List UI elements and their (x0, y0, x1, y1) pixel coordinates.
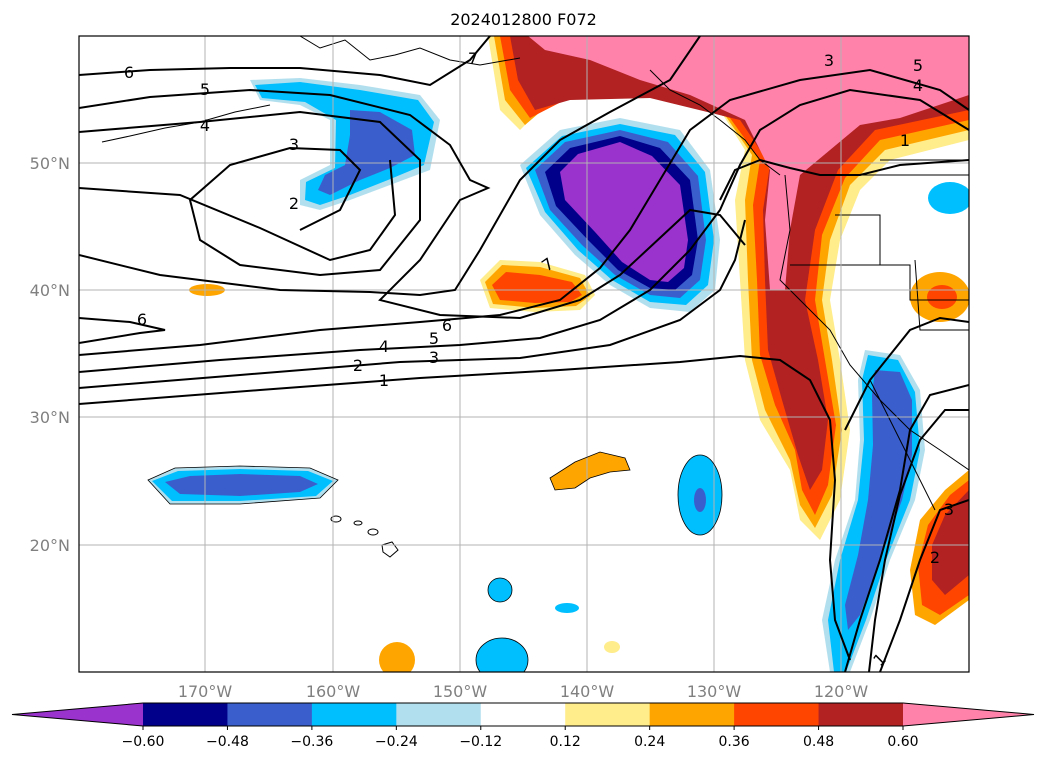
negative-anomaly-small-5 (928, 182, 969, 214)
positive-anomaly-north-pink (528, 36, 969, 290)
blob-outlines (147, 451, 723, 672)
colorbar-tick-label: −0.60 (122, 734, 165, 750)
colorbar-tick-label: −0.48 (206, 734, 249, 750)
contour-label: 4 (200, 116, 210, 135)
contour-label: 2 (930, 548, 940, 567)
coastlines (101, 36, 969, 511)
map-frame (78, 35, 970, 673)
positive-anomaly-central-red (492, 272, 582, 303)
colorbar-extend-low (12, 703, 143, 726)
lat-label: 50°N (30, 154, 70, 173)
contour-label: 6 (137, 310, 147, 329)
colorbar-tick-label: 0.12 (550, 734, 581, 750)
contour-label: 3 (289, 135, 299, 154)
negative-anomaly-small-1-core (694, 488, 706, 512)
positive-anomaly-north-darkred (510, 36, 969, 490)
colorbar: −0.60 −0.48 −0.36 −0.24 −0.12 0.12 0.24 0.36 0.4… (11, 702, 1035, 750)
contour-label: 1 (379, 371, 389, 390)
contour-label: 1 (900, 131, 910, 150)
contour-label: 6 (442, 316, 452, 335)
colorbar-tick-label: 0.60 (887, 734, 918, 750)
contour-label: 7 (468, 49, 478, 68)
lon-label: 140°W (560, 682, 615, 701)
colorbar-segment (227, 703, 313, 726)
lon-label: 130°W (687, 682, 742, 701)
lon-label: 150°W (433, 682, 488, 701)
shading-layer (79, 36, 969, 672)
contour-label: 2 (289, 194, 299, 213)
positive-anomaly-interior-core (927, 285, 957, 309)
contour-label: 3 (429, 348, 439, 367)
islands-hawaii (330, 515, 399, 558)
lat-label: 40°N (30, 281, 70, 300)
contour-label: 4 (379, 337, 389, 356)
positive-anomaly-north-red (500, 36, 969, 515)
colorbar-segment (396, 703, 482, 726)
negative-anomaly-hawaii-blue (165, 474, 318, 496)
contour-labels: 6 5 4 3 2 7 3 5 4 1 7 6 5 4 3 2 1 6 1 2 … (124, 49, 954, 670)
contour-label: 3 (944, 500, 954, 519)
contour-label: 4 (913, 76, 923, 95)
contour-label: 2 (353, 356, 363, 375)
positive-anomaly-small-1 (550, 452, 630, 490)
negative-anomaly-small-2 (476, 638, 528, 672)
lon-label: 170°W (178, 682, 233, 701)
negative-anomaly-mexico-blue (845, 370, 912, 630)
colorbar-tick-label: −0.36 (290, 734, 333, 750)
colorbar-tick-label: 0.24 (634, 734, 665, 750)
negative-anomaly-small-3 (488, 578, 512, 602)
contour-lines (79, 36, 969, 672)
colorbar-segment (143, 703, 228, 726)
latitude-labels: 50°N 40°N 30°N 20°N (30, 154, 70, 555)
colorbar-tick-label: −0.24 (375, 734, 418, 750)
negative-anomaly-main-purple (560, 142, 688, 282)
colorbar-segment (480, 703, 566, 726)
colorbar-segment (818, 703, 904, 726)
negative-anomaly-small-4 (555, 603, 579, 613)
lon-label: 120°W (814, 682, 869, 701)
contour-label: 5 (429, 329, 439, 348)
contour-label: 5 (913, 56, 923, 75)
positive-anomaly-southeast-darkred (932, 490, 969, 595)
lon-label: 160°W (306, 682, 361, 701)
contour-label: 6 (124, 63, 134, 82)
colorbar-segment (565, 703, 651, 726)
positive-anomaly-small-4 (604, 641, 620, 653)
longitude-labels: 170°W 160°W 150°W 140°W 130°W 120°W (178, 682, 869, 701)
map-title: 2024012800 F072 (450, 10, 597, 29)
colorbar-segment (649, 703, 735, 726)
colorbar-segment (311, 703, 397, 726)
colorbar-tick-label: 0.48 (803, 734, 834, 750)
gridlines (79, 36, 969, 672)
contour-label: 3 (824, 51, 834, 70)
lat-label: 30°N (30, 408, 70, 427)
negative-anomaly-aleutian-lightblue (255, 82, 434, 205)
colorbar-segment (734, 703, 820, 726)
contour-label: 5 (200, 80, 210, 99)
colorbar-extend-high (903, 703, 1034, 726)
colorbar-tick-label: 0.36 (719, 734, 750, 750)
positive-anomaly-small-2 (379, 642, 415, 672)
colorbar-tick-label: −0.12 (459, 734, 502, 750)
lat-label: 20°N (30, 536, 70, 555)
